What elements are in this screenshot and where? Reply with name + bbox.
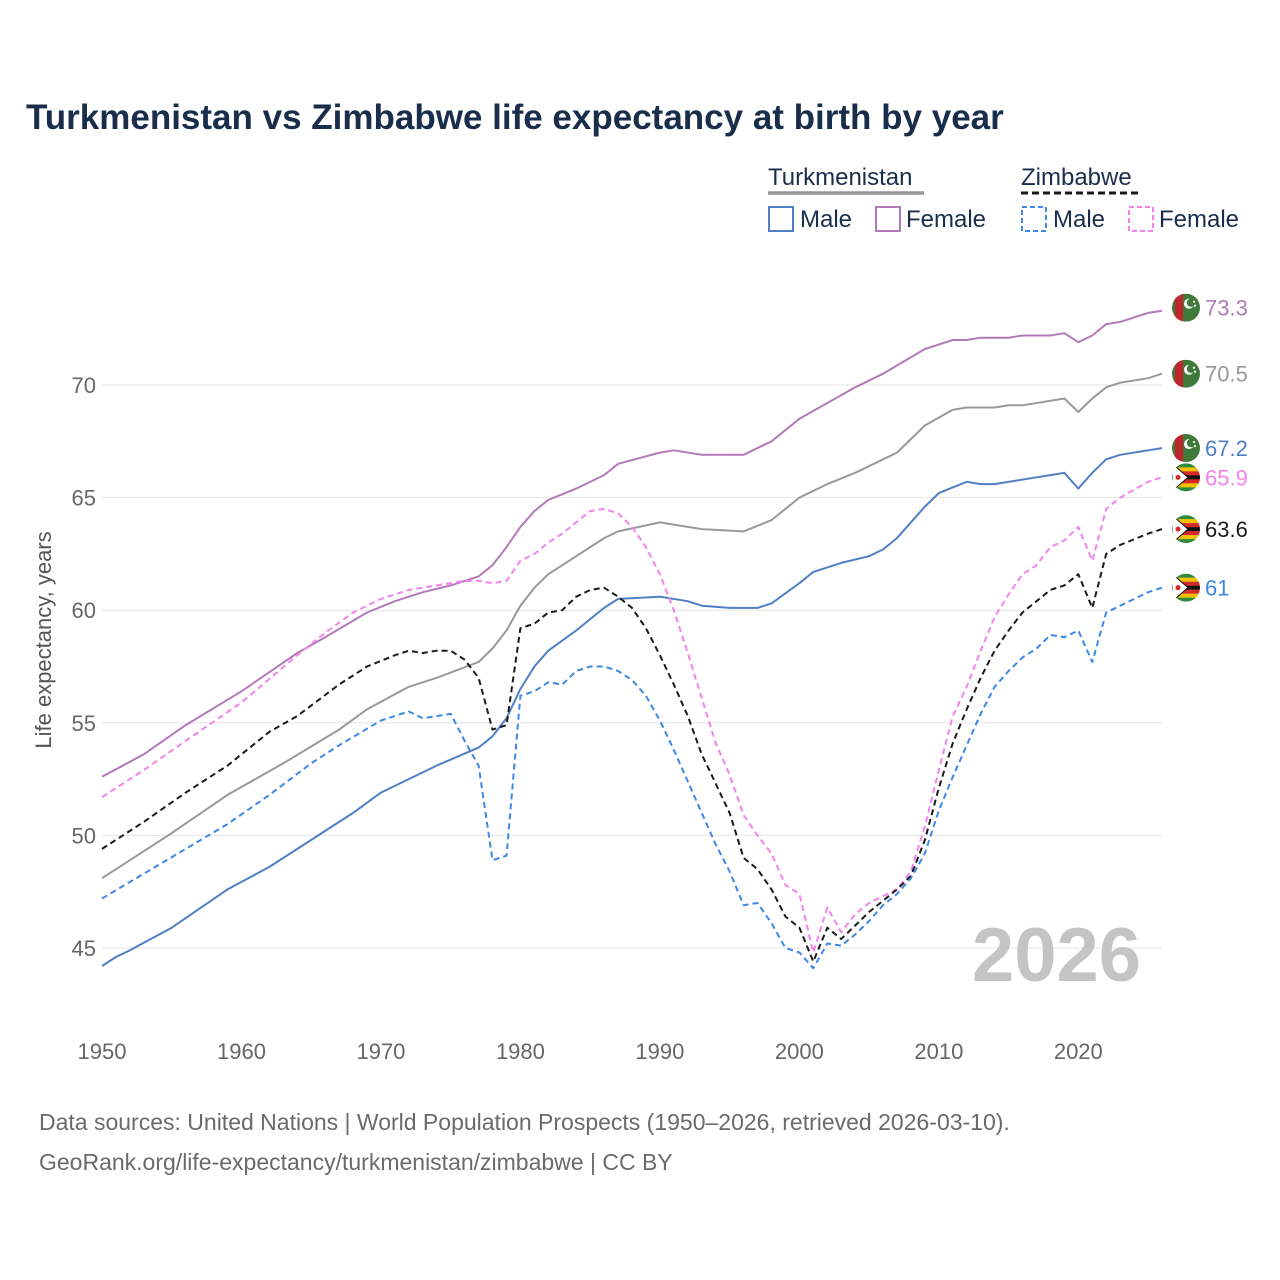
end-label-zimbabwe-both: 63.6 <box>1205 517 1248 542</box>
y-tick-label-65: 65 <box>72 486 96 511</box>
chart-title: Turkmenistan vs Zimbabwe life expectancy… <box>26 98 1004 137</box>
end-label-zimbabwe-male: 61 <box>1205 576 1229 601</box>
source-line-1: Data sources: United Nations | World Pop… <box>39 1109 1010 1135</box>
legend-label-zw-female: Female <box>1159 206 1239 233</box>
x-tick-label-1960: 1960 <box>217 1039 266 1064</box>
series-line-turkmenistan-female <box>101 309 1163 778</box>
series-line-zimbabwe-female <box>101 476 1163 954</box>
y-tick-label-60: 60 <box>72 598 96 623</box>
series-lines <box>101 309 1163 970</box>
zimbabwe-flag-icon-4 <box>1172 515 1200 544</box>
legend-swatch-zw-male <box>1021 206 1047 232</box>
series-line-zimbabwe-male <box>101 586 1163 970</box>
x-tick-label-1950: 1950 <box>78 1039 127 1064</box>
legend-country-zimbabwe: Zimbabwe <box>1021 164 1132 191</box>
legend-country-turkmenistan: Turkmenistan <box>768 164 913 191</box>
x-tick-label-1970: 1970 <box>356 1039 405 1064</box>
y-axis-label: Life expectancy, years <box>31 531 56 748</box>
series-line-zimbabwe-both <box>101 528 1163 963</box>
end-label-zimbabwe-female: 65.9 <box>1205 465 1248 490</box>
year-watermark: 2026 <box>972 913 1141 998</box>
zimbabwe-flag-icon-5 <box>1172 573 1200 602</box>
turkmenistan-flag-icon-1 <box>1172 359 1200 388</box>
turkmenistan-flag-icon-0 <box>1172 293 1200 322</box>
legend-swatch-tm-female <box>875 206 901 232</box>
y-tick-label-55: 55 <box>72 711 96 736</box>
legend-label-tm-male: Male <box>800 206 852 233</box>
source-line-2: GeoRank.org/life-expectancy/turkmenistan… <box>39 1149 673 1175</box>
end-label-turkmenistan-male: 67.2 <box>1205 436 1248 461</box>
legend-swatch-tm-male <box>768 206 794 232</box>
series-line-turkmenistan-both <box>101 372 1163 880</box>
end-label-turkmenistan-female: 73.3 <box>1205 296 1248 321</box>
y-axis-ticks: 45 50 55 60 65 70 <box>72 373 96 961</box>
legend-label-tm-female: Female <box>906 206 986 233</box>
legend-swatch-zw-female <box>1128 206 1154 232</box>
end-labels: 73.3 70.5 67.2 65.9 63.6 61 <box>1172 293 1248 602</box>
x-tick-label-2010: 2010 <box>914 1039 963 1064</box>
x-tick-label-2000: 2000 <box>775 1039 824 1064</box>
x-tick-label-1980: 1980 <box>496 1039 545 1064</box>
x-tick-label-2020: 2020 <box>1054 1039 1103 1064</box>
y-tick-label-70: 70 <box>72 373 96 398</box>
zimbabwe-flag-icon-3 <box>1172 463 1200 492</box>
y-tick-label-50: 50 <box>72 823 96 848</box>
legend-label-zw-male: Male <box>1053 206 1105 233</box>
end-label-turkmenistan-both: 70.5 <box>1205 362 1248 387</box>
gridlines <box>102 384 1162 949</box>
x-tick-label-1990: 1990 <box>635 1039 684 1064</box>
x-axis-ticks: 1950 1960 1970 1980 1990 2000 2010 2020 <box>78 1039 1103 1064</box>
turkmenistan-flag-icon-2 <box>1172 434 1200 463</box>
legend: Turkmenistan Zimbabwe Male Female Male F… <box>768 164 1239 233</box>
y-tick-label-45: 45 <box>72 936 96 961</box>
series-line-turkmenistan-male <box>101 447 1163 967</box>
